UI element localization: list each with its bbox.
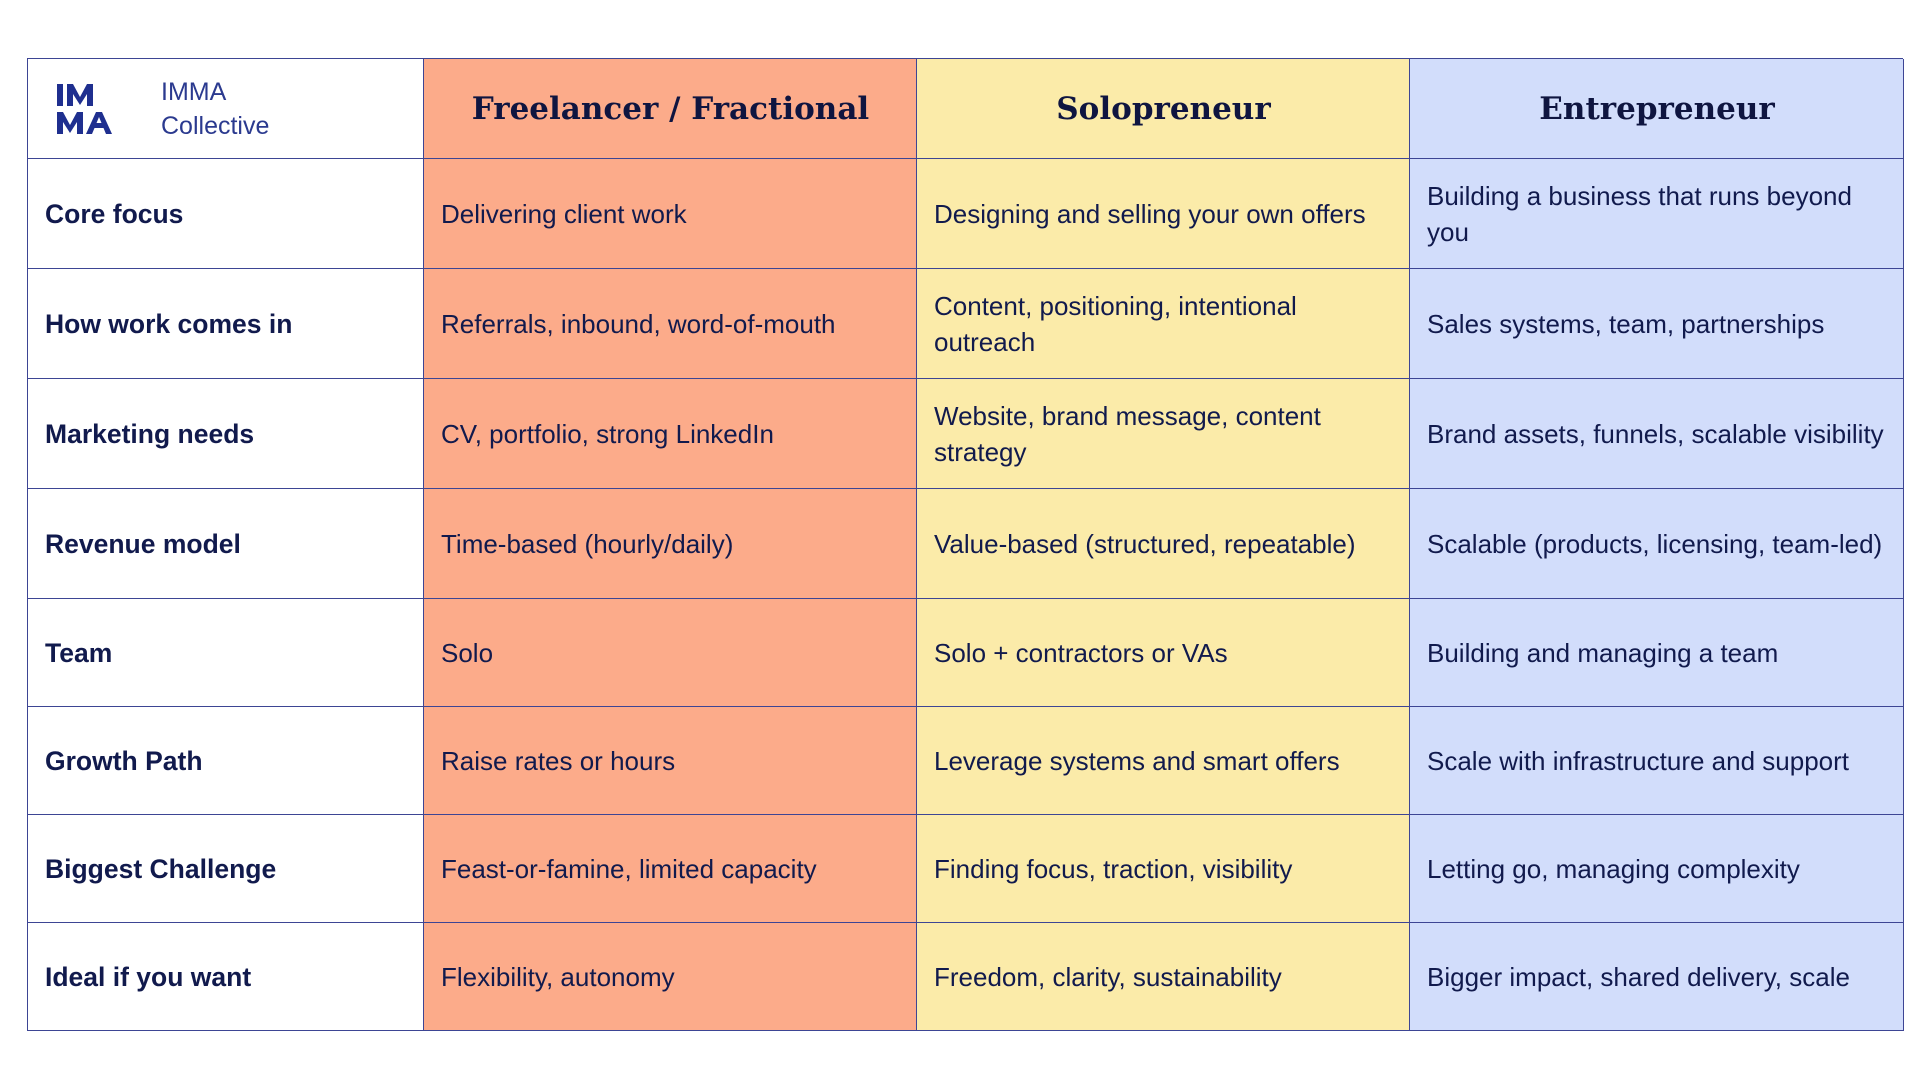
comparison-table: IMMA Collective Freelancer / Fractional … [27, 58, 1904, 1031]
table-cell-freelancer: Delivering client work [424, 159, 917, 269]
table-cell-freelancer: Feast-or-famine, limited capacity [424, 815, 917, 923]
table-cell-solopreneur: Finding focus, traction, visibility [917, 815, 1410, 923]
table-cell-entrepreneur: Sales systems, team, partnerships [1410, 269, 1904, 379]
table-cell-entrepreneur: Bigger impact, shared delivery, scale [1410, 923, 1904, 1031]
table-cell-entrepreneur: Building a business that runs beyond you [1410, 159, 1904, 269]
table-cell-entrepreneur: Building and managing a team [1410, 599, 1904, 707]
table-cell-solopreneur: Leverage systems and smart offers [917, 707, 1410, 815]
brand-name-line1: IMMA [161, 77, 227, 106]
row-label: Ideal if you want [28, 923, 424, 1031]
table-cell-entrepreneur: Scalable (products, licensing, team-led) [1410, 489, 1904, 599]
table-cell-freelancer: Referrals, inbound, word-of-mouth [424, 269, 917, 379]
table-cell-solopreneur: Solo + contractors or VAs [917, 599, 1410, 707]
table-cell-entrepreneur: Brand assets, funnels, scalable visibili… [1410, 379, 1904, 489]
row-label: Biggest Challenge [28, 815, 424, 923]
row-label: Growth Path [28, 707, 424, 815]
row-label: Core focus [28, 159, 424, 269]
row-label: How work comes in [28, 269, 424, 379]
brand-name-line2: Collective [161, 111, 270, 140]
table-cell-entrepreneur: Scale with infrastructure and support [1410, 707, 1904, 815]
row-label: Marketing needs [28, 379, 424, 489]
column-header-entrepreneur: Entrepreneur [1410, 59, 1904, 159]
table-cell-solopreneur: Freedom, clarity, sustainability [917, 923, 1410, 1031]
table-cell-solopreneur: Content, positioning, intentional outrea… [917, 269, 1410, 379]
row-label: Team [28, 599, 424, 707]
table-cell-freelancer: Time-based (hourly/daily) [424, 489, 917, 599]
brand-logo-cell: IMMA Collective [28, 59, 424, 159]
table-cell-freelancer: Flexibility, autonomy [424, 923, 917, 1031]
table-cell-freelancer: CV, portfolio, strong LinkedIn [424, 379, 917, 489]
table-cell-solopreneur: Value-based (structured, repeatable) [917, 489, 1410, 599]
table-cell-entrepreneur: Letting go, managing complexity [1410, 815, 1904, 923]
table-cell-freelancer: Raise rates or hours [424, 707, 917, 815]
column-header-solopreneur: Solopreneur [917, 59, 1410, 159]
table-cell-solopreneur: Website, brand message, content strategy [917, 379, 1410, 489]
row-label: Revenue model [28, 489, 424, 599]
table-cell-solopreneur: Designing and selling your own offers [917, 159, 1410, 269]
brand-name: IMMA Collective [161, 75, 269, 143]
column-header-freelancer: Freelancer / Fractional [424, 59, 917, 159]
imma-logo-mark [57, 83, 112, 134]
table-cell-freelancer: Solo [424, 599, 917, 707]
